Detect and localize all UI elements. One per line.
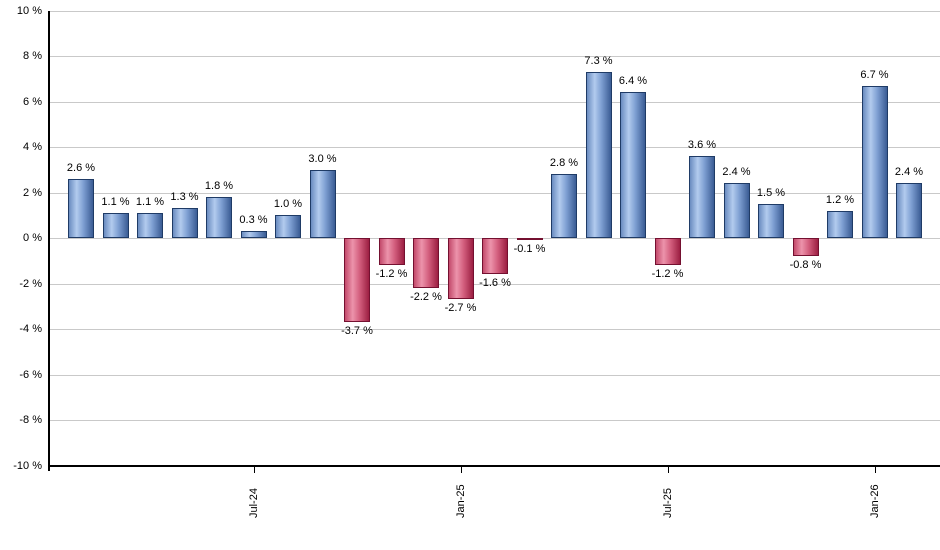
bar-value-label: -2.2 % [410,291,442,304]
bar-value-label: 3.6 % [687,139,717,152]
bar-positive [68,178,94,238]
bar-negative [792,238,819,257]
x-axis-label-text: Jul-25 [661,487,674,518]
bar-negative [482,238,508,275]
y-axis-label: 10 % [16,4,42,17]
bar-value-label: 2.6 % [66,161,96,174]
gridline [50,10,940,12]
bar-value-label: 7.3 % [584,54,613,67]
bar-value-label: -0.8 % [789,259,822,272]
bar-value-label: -1.6 % [479,277,511,290]
y-axis-label: 8 % [23,50,42,62]
bar-positive [585,71,612,238]
bar-positive [689,156,715,238]
bar-value-label: -3.7 % [341,325,373,338]
bar-value-label: -1.2 % [375,268,408,281]
y-axis-label: -10 % [13,459,42,472]
bar-negative [413,238,439,289]
y-axis-label: -4 % [19,323,42,335]
bar-positive [861,85,888,238]
bar-value-label: -2.7 % [444,302,477,315]
bar-negative [344,238,370,323]
bar-value-label: -1.2 % [651,268,684,281]
bar-value-label: 1.1 % [101,195,130,208]
x-axis-label-text: Jan-25 [454,483,467,518]
bar-value-label: 2.4 % [894,166,924,179]
y-axis-label: -8 % [19,414,42,426]
x-axis [48,464,940,467]
bar-positive [137,212,163,238]
x-tick-mark [667,465,669,473]
bar-value-label: 1.5 % [756,186,786,199]
x-axis-label: Jul-24 [246,470,262,518]
gridline [50,283,940,285]
bar-value-label: 0.3 % [239,214,268,227]
gridline [50,329,940,330]
bar-value-label: 6.4 % [618,75,648,88]
bar-positive [206,197,232,238]
y-axis-label: 2 % [23,186,42,199]
x-axis-label: Jan-25 [453,470,469,518]
bar-value-label: 6.7 % [860,68,889,81]
gridline [50,420,940,421]
y-axis-label: 6 % [23,95,42,108]
bar-positive [309,169,336,238]
bar-negative [654,238,681,266]
bar-negative [378,238,405,266]
x-axis-label: Jul-25 [660,470,676,518]
x-tick-mark [460,465,462,473]
bar-positive [723,183,750,238]
bar-positive [102,212,129,238]
gridline [50,101,940,103]
y-axis-label: 4 % [23,141,42,153]
bar-positive [758,203,784,238]
y-axis-label: -6 % [19,368,42,381]
y-axis [48,10,50,471]
bar-positive [827,210,853,238]
bar-positive [240,231,267,238]
bar-value-label: 1.2 % [825,193,855,206]
y-axis-label: -2 % [19,277,42,290]
gridline [50,147,940,148]
bar-positive [275,215,301,238]
x-tick-mark [253,465,255,473]
bar-positive [896,183,922,238]
x-axis-label-text: Jul-24 [247,487,260,518]
bar-value-label: 1.8 % [204,180,234,193]
x-axis-label-text: Jan-26 [868,483,881,518]
bar-negative [516,238,543,241]
gridline [50,374,940,376]
bar-positive [171,208,198,238]
bar-value-label: 1.3 % [170,191,199,204]
x-tick-mark [874,465,876,473]
bar-value-label: 2.8 % [549,157,579,170]
bar-negative [447,238,474,300]
bar-value-label: 3.0 % [308,152,337,165]
gridline [50,192,940,194]
x-axis-label: Jan-26 [867,470,883,518]
y-axis-label: 0 % [23,232,42,244]
bar-value-label: 1.1 % [135,195,165,208]
bar-value-label: 1.0 % [273,198,303,211]
bar-value-label: 2.4 % [722,166,751,179]
bar-value-label: -0.1 % [513,243,546,256]
bar-positive [551,174,577,238]
gridline [50,56,940,57]
bar-positive [620,92,646,238]
